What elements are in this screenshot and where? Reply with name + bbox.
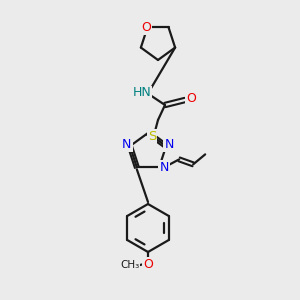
Text: N: N <box>122 138 132 151</box>
Text: O: O <box>143 257 153 271</box>
Text: N: N <box>164 138 174 151</box>
Text: O: O <box>142 21 152 34</box>
Text: HN: HN <box>133 86 152 100</box>
Text: CH₃: CH₃ <box>120 260 140 270</box>
Text: N: N <box>160 161 169 174</box>
Text: S: S <box>148 130 156 143</box>
Text: O: O <box>186 92 196 106</box>
